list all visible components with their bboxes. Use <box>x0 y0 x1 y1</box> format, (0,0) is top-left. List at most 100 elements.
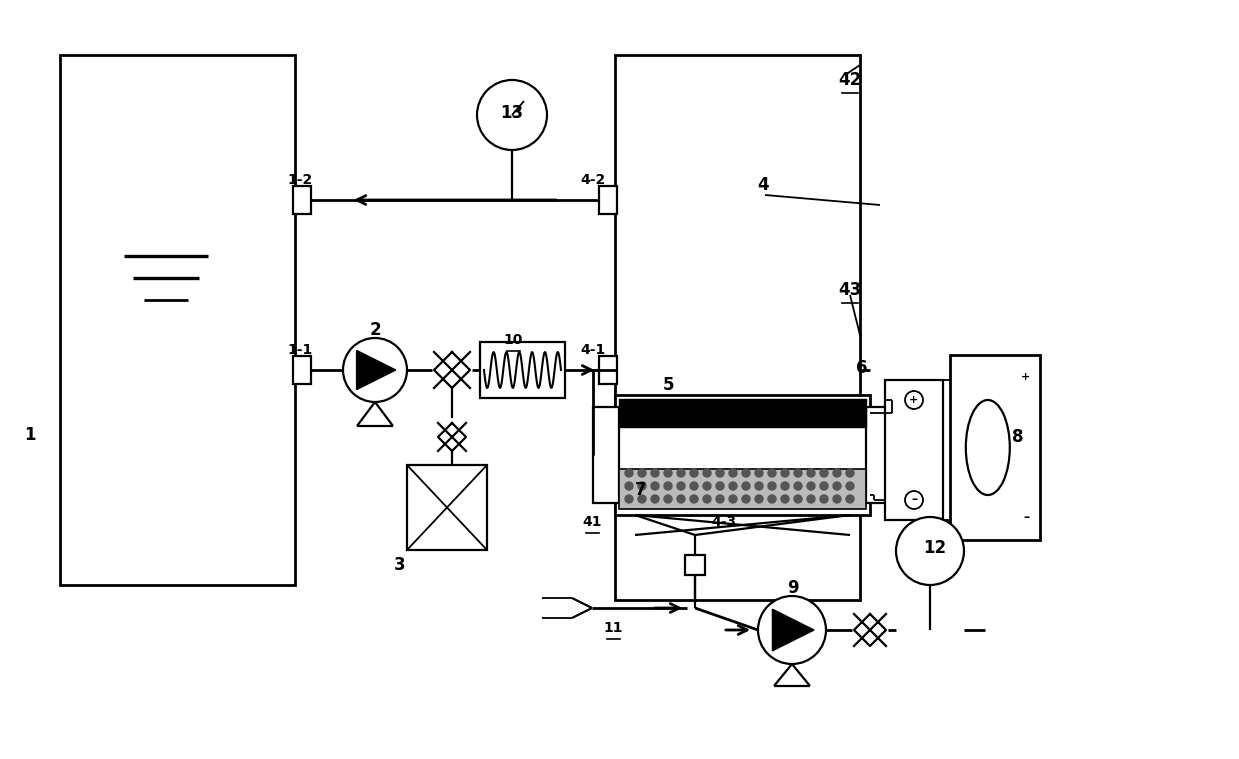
Bar <box>620 469 866 509</box>
Circle shape <box>820 495 828 503</box>
Circle shape <box>703 469 711 477</box>
Circle shape <box>624 469 633 477</box>
Text: 41: 41 <box>582 515 602 529</box>
Circle shape <box>664 495 672 503</box>
Circle shape <box>807 482 815 490</box>
Bar <box>615 55 860 600</box>
Circle shape <box>638 469 646 477</box>
Circle shape <box>755 469 763 477</box>
Text: 1-2: 1-2 <box>287 173 312 187</box>
Bar <box>593 407 620 503</box>
Circle shape <box>846 482 854 490</box>
Circle shape <box>758 596 826 664</box>
Circle shape <box>742 495 750 503</box>
Text: –: – <box>911 493 917 506</box>
Circle shape <box>676 495 685 503</box>
Circle shape <box>690 495 698 503</box>
Text: 2: 2 <box>369 321 380 339</box>
Circle shape <box>794 469 802 477</box>
Text: 4-1: 4-1 <box>580 343 606 357</box>
Circle shape <box>650 469 659 477</box>
Circle shape <box>904 491 923 509</box>
Circle shape <box>729 495 737 503</box>
Circle shape <box>477 80 546 150</box>
Bar <box>685 555 705 575</box>
Circle shape <box>650 482 659 490</box>
Circle shape <box>896 517 964 585</box>
Circle shape <box>833 469 841 477</box>
Bar <box>292 186 311 214</box>
Circle shape <box>807 469 815 477</box>
Text: 1: 1 <box>25 426 36 444</box>
Text: 1-1: 1-1 <box>287 343 312 357</box>
Circle shape <box>846 469 854 477</box>
Circle shape <box>768 482 776 490</box>
Text: +: + <box>909 395 918 405</box>
Circle shape <box>703 482 711 490</box>
Circle shape <box>755 482 763 490</box>
Bar <box>950 355 1040 540</box>
Text: 11: 11 <box>603 621 623 635</box>
Circle shape <box>624 495 633 503</box>
Circle shape <box>650 495 659 503</box>
Circle shape <box>768 469 776 477</box>
Bar <box>292 356 311 384</box>
Polygon shape <box>357 351 395 389</box>
Circle shape <box>742 482 750 490</box>
Text: 10: 10 <box>503 333 523 347</box>
Circle shape <box>768 495 776 503</box>
Text: 8: 8 <box>1012 428 1023 446</box>
Text: 7: 7 <box>636 481 647 499</box>
Circle shape <box>729 469 737 477</box>
Circle shape <box>833 495 841 503</box>
Text: 3: 3 <box>394 556 406 574</box>
Circle shape <box>664 482 672 490</box>
Text: 13: 13 <box>501 104 524 122</box>
Circle shape <box>742 469 750 477</box>
Circle shape <box>676 482 685 490</box>
Text: 5: 5 <box>663 376 674 394</box>
Circle shape <box>781 482 789 490</box>
Bar <box>59 55 295 585</box>
Bar <box>479 342 565 398</box>
Bar <box>598 356 617 384</box>
Circle shape <box>690 482 698 490</box>
Ellipse shape <box>965 400 1010 495</box>
Bar <box>885 380 943 520</box>
Text: –: – <box>1023 512 1030 524</box>
Circle shape <box>833 482 841 490</box>
Text: 12: 12 <box>923 539 947 557</box>
Text: 42: 42 <box>839 71 861 89</box>
Circle shape <box>794 482 802 490</box>
Text: 4-3: 4-3 <box>711 515 736 529</box>
Circle shape <box>716 495 724 503</box>
Circle shape <box>664 469 672 477</box>
Circle shape <box>781 469 789 477</box>
Circle shape <box>638 495 646 503</box>
Circle shape <box>703 495 711 503</box>
Circle shape <box>716 469 724 477</box>
Circle shape <box>624 482 633 490</box>
Text: +: + <box>1021 372 1031 382</box>
Circle shape <box>755 495 763 503</box>
Bar <box>406 465 487 550</box>
Circle shape <box>343 338 406 402</box>
Circle shape <box>904 391 923 409</box>
Text: 4-2: 4-2 <box>580 173 606 187</box>
Text: 43: 43 <box>839 281 861 299</box>
Circle shape <box>820 469 828 477</box>
Text: 9: 9 <box>787 579 799 597</box>
Bar <box>615 395 870 515</box>
Circle shape <box>716 482 724 490</box>
Circle shape <box>676 469 685 477</box>
Bar <box>620 399 866 427</box>
Circle shape <box>729 482 737 490</box>
Circle shape <box>807 495 815 503</box>
Circle shape <box>638 482 646 490</box>
Circle shape <box>820 482 828 490</box>
Circle shape <box>781 495 789 503</box>
Bar <box>598 186 617 214</box>
Text: 6: 6 <box>856 359 867 377</box>
Bar <box>866 407 892 503</box>
Text: 4: 4 <box>757 176 769 194</box>
